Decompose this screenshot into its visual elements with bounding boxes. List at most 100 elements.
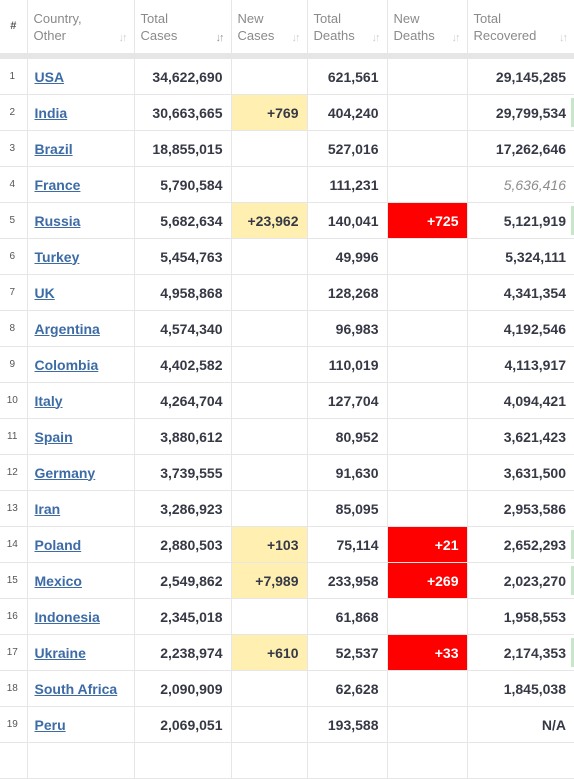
new-deaths-cell <box>387 95 467 131</box>
sort-arrows-icon[interactable]: ↓↑ <box>372 33 379 44</box>
country-link[interactable]: Mexico <box>35 573 82 589</box>
sort-arrows-icon[interactable]: ↓↑ <box>559 33 566 44</box>
total-recovered-value: 29,799,534 <box>496 105 566 121</box>
rank-cell: 4 <box>0 167 27 203</box>
country-link[interactable]: UK <box>35 285 55 301</box>
new-cases-cell <box>231 347 307 383</box>
total-recovered-cell: 5,324,111 <box>467 239 574 275</box>
rank-cell: 5 <box>0 203 27 239</box>
new-cases-cell <box>231 239 307 275</box>
new-deaths-cell <box>387 455 467 491</box>
new-deaths-cell <box>387 275 467 311</box>
country-link[interactable]: USA <box>35 69 65 85</box>
sort-arrows-icon[interactable]: ↓↑ <box>216 33 223 44</box>
country-cell: Spain <box>27 419 134 455</box>
rank-cell: 1 <box>0 56 27 95</box>
total-cases-header[interactable]: Total Cases ↓↑ <box>134 0 231 56</box>
rank-cell: 6 <box>0 239 27 275</box>
sort-arrows-icon[interactable]: ↓↑ <box>452 33 459 44</box>
country-link[interactable]: Ukraine <box>35 645 86 661</box>
new-deaths-cell: +269 <box>387 563 467 599</box>
new-cases-cell <box>231 275 307 311</box>
total-recovered-value: 4,192,546 <box>504 321 566 337</box>
total-cases-cell: 2,069,051 <box>134 707 231 743</box>
country-link[interactable]: Poland <box>35 537 82 553</box>
rank-cell: 15 <box>0 563 27 599</box>
total-deaths-cell: 91,630 <box>307 455 387 491</box>
new-cases-cell <box>231 707 307 743</box>
country-cell: India <box>27 95 134 131</box>
country-link[interactable]: Iran <box>35 501 61 517</box>
sort-arrows-icon[interactable]: ↓↑ <box>119 33 126 44</box>
total-cases-cell: 4,264,704 <box>134 383 231 419</box>
column-label-line: Deaths <box>394 28 435 43</box>
country-cell: Italy <box>27 383 134 419</box>
total-recovered-value: 2,652,293 <box>504 537 566 553</box>
country-header[interactable]: Country,Other↓↑ <box>27 0 134 56</box>
country-link[interactable]: Germany <box>35 465 96 481</box>
total-deaths-cell: 52,537 <box>307 635 387 671</box>
total-cases-cell: 34,622,690 <box>134 56 231 95</box>
new-cases-cell <box>231 383 307 419</box>
total-recovered-cell: 29,799,534 <box>467 95 574 131</box>
country-link[interactable]: Russia <box>35 213 81 229</box>
rank-header: # <box>0 0 27 56</box>
column-label-line: Cases <box>141 28 178 43</box>
total-cases-cell: 2,880,503 <box>134 527 231 563</box>
total-recovered-value: 2,174,353 <box>504 645 566 661</box>
country-link[interactable]: Argentina <box>35 321 100 337</box>
column-label-line: Deaths <box>314 28 355 43</box>
sort-arrows-icon[interactable]: ↓↑ <box>292 33 299 44</box>
rank-cell <box>0 743 27 779</box>
rank-cell: 3 <box>0 131 27 167</box>
total-recovered-cell: 1,958,553 <box>467 599 574 635</box>
column-label-line: Total <box>474 11 501 26</box>
total-cases-cell: 2,090,909 <box>134 671 231 707</box>
new-cases-cell <box>231 599 307 635</box>
country-cell: Mexico <box>27 563 134 599</box>
total-deaths-cell: 233,958 <box>307 563 387 599</box>
total-cases-cell: 4,574,340 <box>134 311 231 347</box>
country-link[interactable]: Spain <box>35 429 73 445</box>
column-label-line: Recovered <box>474 28 537 43</box>
total-recovered-value: 1,958,553 <box>504 609 566 625</box>
total-recovered-cell: 3,631,500 <box>467 455 574 491</box>
new-cases-cell: +23,962 <box>231 203 307 239</box>
total-recovered-value: 4,094,421 <box>504 393 566 409</box>
rank-cell: 16 <box>0 599 27 635</box>
column-label-line: Cases <box>238 28 275 43</box>
rank-cell: 8 <box>0 311 27 347</box>
total-recovered-cell: 2,174,353 <box>467 635 574 671</box>
total-deaths-cell: 193,588 <box>307 707 387 743</box>
country-cell <box>27 743 134 779</box>
rank-cell: 7 <box>0 275 27 311</box>
new-deaths-cell: +21 <box>387 527 467 563</box>
total-recovered-cell: 2,953,586 <box>467 491 574 527</box>
country-cell: Argentina <box>27 311 134 347</box>
total-recovered-value: 4,113,917 <box>504 357 566 373</box>
rank-cell: 19 <box>0 707 27 743</box>
total-cases-cell: 3,880,612 <box>134 419 231 455</box>
country-link[interactable]: Peru <box>35 717 66 733</box>
total-recovered-cell: 4,192,546 <box>467 311 574 347</box>
country-link[interactable]: Italy <box>35 393 63 409</box>
new-deaths-cell <box>387 167 467 203</box>
country-link[interactable]: India <box>35 105 68 121</box>
new-cases-cell <box>231 56 307 95</box>
country-link[interactable]: France <box>35 177 81 193</box>
country-link[interactable]: Colombia <box>35 357 99 373</box>
country-link[interactable]: South Africa <box>35 681 118 697</box>
column-label-line: Total <box>141 11 168 26</box>
country-link[interactable]: Turkey <box>35 249 80 265</box>
country-link[interactable]: Indonesia <box>35 609 100 625</box>
total-recovered-header[interactable]: Total Recovered ↓↑ <box>467 0 574 56</box>
country-link[interactable]: Brazil <box>35 141 73 157</box>
